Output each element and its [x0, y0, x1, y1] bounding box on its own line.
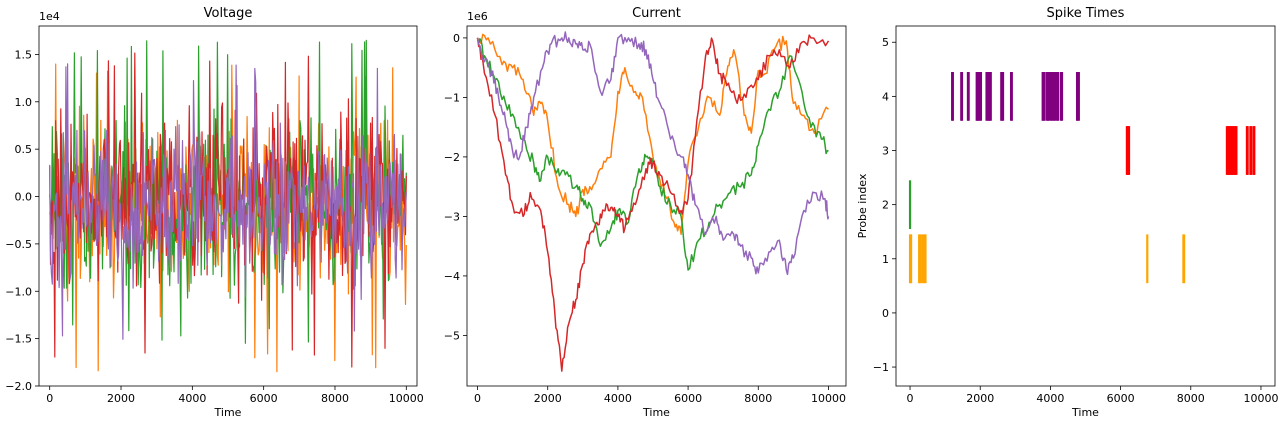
current-y-tick-label: −1	[444, 91, 460, 104]
spike-times-x-axis-label: Time	[1071, 406, 1099, 419]
current-x-tick-label: 8000	[744, 392, 772, 405]
current-y-tick-label: −3	[444, 210, 460, 223]
voltage-y-tick-label: 1.5	[15, 48, 33, 61]
voltage-series-line	[49, 52, 407, 368]
spike-times-x-tick-label: 4000	[1036, 392, 1064, 405]
spike-times-x-tick-label: 2000	[966, 392, 994, 405]
voltage-title: Voltage	[204, 6, 253, 21]
voltage-x-tick-label: 8000	[321, 392, 349, 405]
spike-times-axes-frame	[895, 25, 1276, 387]
voltage-offset-text: 1e4	[39, 10, 60, 23]
current-title: Current	[632, 6, 681, 21]
spike-times-y-tick-label: 2	[882, 199, 889, 212]
spike-times-y-tick-label: 0	[882, 307, 889, 320]
voltage-x-tick-label: 4000	[178, 392, 206, 405]
spike-times-y-tick-label: 5	[882, 36, 889, 49]
voltage-y-tick-label: −2.0	[5, 380, 32, 393]
current-x-tick-label: 0	[474, 392, 481, 405]
current-y-tick-label: −5	[444, 329, 460, 342]
spike-times-y-tick-label: 4	[882, 90, 889, 103]
current-x-tick-label: 2000	[534, 392, 562, 405]
spike-times-x-tick-label: 6000	[1107, 392, 1135, 405]
spike-times-y-tick-label: 3	[882, 145, 889, 158]
voltage-y-tick-label: 1.0	[15, 96, 33, 109]
current-axes-frame	[466, 25, 847, 387]
voltage-axes-frame	[38, 25, 418, 387]
spike-times-y-axis-label: Probe index	[856, 173, 869, 238]
voltage-x-tick-label: 0	[46, 392, 53, 405]
current-series-line	[476, 33, 829, 236]
spike-times-plot-area	[908, 72, 1256, 284]
voltage-y-tick-label: 0.5	[15, 143, 33, 156]
voltage-y-tick-label: 0.0	[15, 191, 33, 204]
spike-times-panel: 0 2000 4000 6000 8000 10000 −1 0 1 2 3 4 5 Spike Time…	[856, 6, 1278, 419]
current-y-tick-label: 0	[453, 32, 460, 45]
current-offset-text: 1e6	[467, 10, 488, 23]
voltage-panel: 0 2000 4000 6000 8000 10000 −2.0 −1.5 −1.0 −0.5 0.…	[5, 6, 424, 419]
spike-times-y-tick-label: −1	[873, 361, 889, 374]
spike-times-y-tick-label: 1	[882, 253, 889, 266]
current-x-tick-label: 6000	[674, 392, 702, 405]
voltage-x-axis-label: Time	[214, 406, 242, 419]
voltage-y-tick-label: −1.0	[5, 285, 32, 298]
current-series-line	[476, 34, 830, 372]
current-series-line	[476, 37, 829, 271]
spike-times-x-tick-label: 10000	[1243, 392, 1278, 405]
spike-times-x-tick-label: 0	[907, 392, 914, 405]
spike-times-title: Spike Times	[1047, 6, 1125, 21]
current-x-tick-label: 4000	[604, 392, 632, 405]
current-y-tick-label: −2	[444, 151, 460, 164]
current-x-tick-label: 10000	[811, 392, 846, 405]
voltage-x-tick-label: 2000	[107, 392, 135, 405]
voltage-plot-area	[49, 39, 407, 373]
voltage-x-tick-label: 10000	[389, 392, 424, 405]
voltage-x-tick-label: 6000	[250, 392, 278, 405]
current-x-axis-label: Time	[642, 406, 670, 419]
current-series-line	[476, 31, 830, 276]
voltage-series-line	[49, 63, 407, 340]
voltage-y-tick-label: −1.5	[5, 333, 32, 346]
current-panel: 0 2000 4000 6000 8000 10000 0 −1 −2 −3 −4 −5 Current…	[444, 6, 847, 419]
current-y-tick-label: −4	[444, 270, 460, 283]
current-plot-area	[476, 31, 830, 372]
spike-times-x-tick-label: 8000	[1177, 392, 1205, 405]
voltage-y-tick-label: −0.5	[5, 238, 32, 251]
